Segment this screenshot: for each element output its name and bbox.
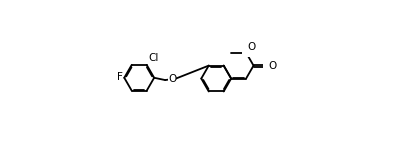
Text: O: O <box>247 42 256 52</box>
Text: F: F <box>117 72 123 82</box>
Text: O: O <box>268 61 276 71</box>
Text: Cl: Cl <box>148 53 158 63</box>
Text: O: O <box>168 74 176 84</box>
